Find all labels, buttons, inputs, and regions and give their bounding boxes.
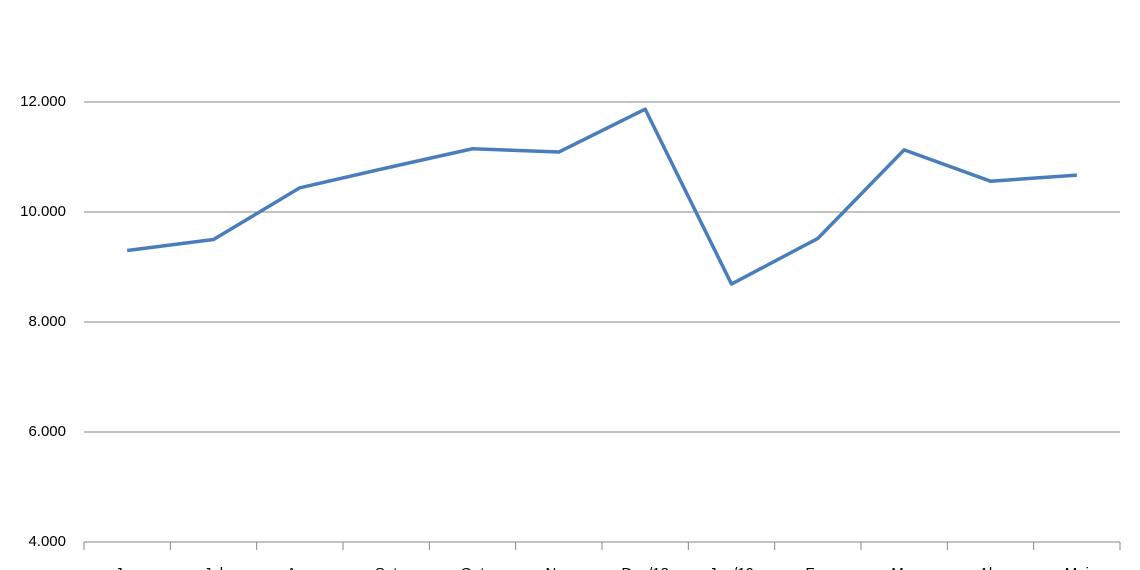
x-tick-label: Dez/18 <box>621 565 669 570</box>
y-tick-label: 8.000 <box>28 313 66 330</box>
x-tick-label: Out <box>460 565 485 570</box>
y-tick-label: 10.000 <box>20 203 66 220</box>
x-tick-label: Jun <box>115 565 139 570</box>
x-tick-label: Mar <box>891 565 917 570</box>
x-tick-label: Jul <box>204 565 223 570</box>
x-tick-label: Mai <box>1065 565 1089 570</box>
y-tick-label: 12.000 <box>20 93 66 110</box>
y-tick-label: 4.000 <box>28 533 66 550</box>
x-tick-label: Abr <box>979 565 1002 570</box>
data-line <box>126 107 1077 286</box>
x-tick-label: Jan/19 <box>709 565 754 570</box>
x-tick-label: Nov <box>545 565 572 570</box>
y-tick-label: 6.000 <box>28 423 66 440</box>
x-tick-label: Fev <box>805 565 831 570</box>
x-tick-label: Ago <box>286 565 313 570</box>
x-tick-label: Set <box>375 565 398 570</box>
